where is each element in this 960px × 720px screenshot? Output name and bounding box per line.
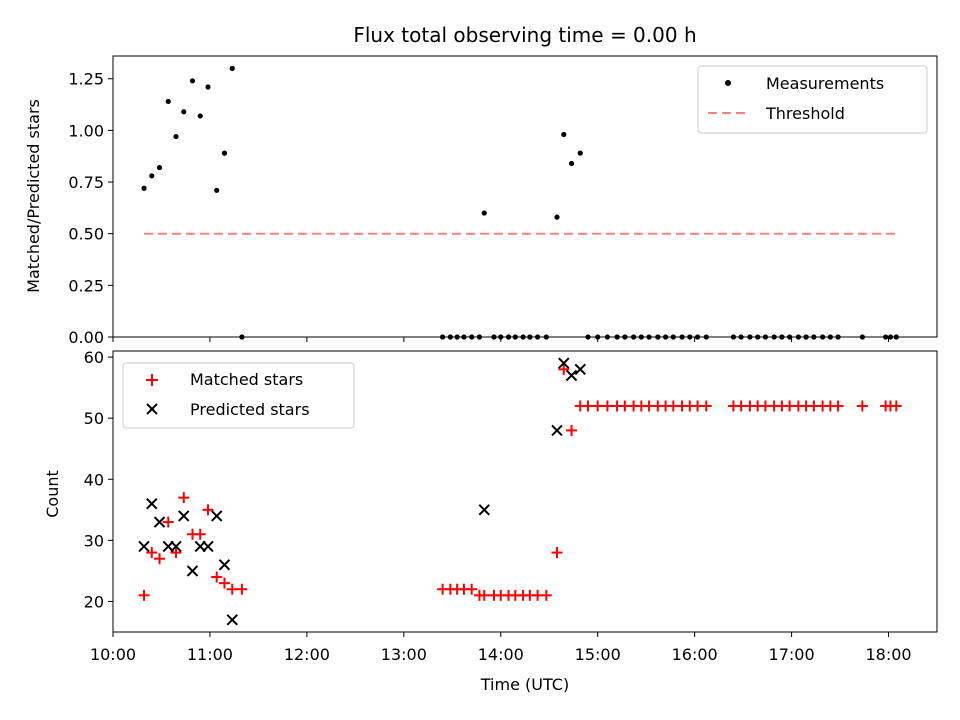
matched-star-point (236, 583, 248, 595)
matched-star-point (700, 400, 712, 412)
predicted-star-point (218, 559, 231, 571)
legend-threshold-label: Threshold (765, 104, 845, 123)
matched-star-point (540, 589, 552, 601)
legend-matched-marker (146, 374, 158, 386)
measurement-point (229, 65, 235, 71)
matched-star-point (601, 400, 613, 412)
y-tick-label: 50 (84, 409, 104, 428)
y-tick-label: 1.00 (68, 121, 104, 140)
matched-star-point (551, 547, 563, 559)
matched-star-point (890, 400, 902, 412)
matched-star-point (202, 504, 214, 516)
predicted-star-point (558, 357, 570, 369)
predicted-star-point (178, 510, 190, 522)
predicted-star-point (146, 498, 158, 510)
legend-measurements-marker (725, 80, 731, 86)
measurement-point (149, 173, 155, 179)
x-tick-label: 10:00 (90, 645, 136, 664)
predicted-star-point (574, 363, 586, 376)
predicted-star-point (186, 565, 199, 577)
top-legend: Measurements Threshold (697, 65, 928, 134)
y-tick-label: 20 (84, 592, 104, 611)
measurement-point (197, 113, 203, 119)
bottom-y-axis-label: Count (43, 470, 62, 518)
measurement-point (173, 133, 179, 140)
predicted-star-point (153, 516, 166, 528)
measurement-point (561, 131, 567, 138)
legend-matched-label: Matched stars (190, 370, 303, 389)
matched-star-point (466, 583, 478, 595)
y-tick-label: 1.25 (68, 70, 104, 89)
measurement-point (554, 214, 560, 220)
top-y-axis-label: Matched/Predicted stars (24, 99, 43, 293)
measurement-point (156, 164, 163, 171)
bottom-legend: Matched stars Predicted stars (122, 362, 355, 429)
predicted-star-point (478, 504, 490, 516)
y-tick-label: 40 (84, 470, 104, 489)
axes-frame (112, 350, 938, 633)
predicted-star-point (211, 510, 223, 522)
y-tick-label: 0.75 (68, 173, 104, 192)
predicted-star-point (138, 540, 150, 553)
y-tick-label: 60 (84, 348, 104, 367)
y-tick-label: 0.25 (68, 276, 104, 295)
measurement-point (181, 109, 187, 115)
x-tick-label: 11:00 (187, 645, 233, 664)
legend-frame (697, 65, 928, 134)
measurement-point (577, 150, 583, 156)
matched-star-point (592, 400, 604, 412)
y-tick-label: 0.50 (68, 225, 104, 244)
matched-star-point (211, 571, 223, 583)
x-axis-label: Time (UTC) (480, 675, 569, 694)
x-tick-label: 13:00 (381, 645, 427, 664)
matched-star-point (162, 516, 174, 528)
top-plot-area: 0.00 0.25 0.50 0.75 1.00 1.25 (68, 55, 938, 347)
x-tick-label: 14:00 (478, 645, 524, 664)
legend-measurements-label: Measurements (766, 74, 884, 93)
measurement-point (568, 160, 575, 167)
axes-frame (112, 55, 938, 338)
legend-predicted-marker (146, 403, 158, 415)
x-tick-label: 18:00 (865, 645, 911, 664)
matched-star-point (478, 589, 490, 601)
matched-star-point (226, 583, 238, 595)
matched-star-point (138, 589, 150, 601)
bottom-panel: 20 30 40 50 60 10:00 11:00 12:00 13:00 14:00 15:00… (43, 348, 938, 694)
legend-frame (122, 362, 355, 429)
predicted-star-point (226, 614, 238, 626)
matched-star-point (566, 424, 578, 436)
predicted-star-point (551, 424, 563, 437)
measurement-point (189, 78, 196, 84)
measurement-point (205, 84, 211, 90)
measurement-point (141, 185, 147, 191)
matched-star-point (582, 400, 594, 412)
bottom-plot-area: 20 30 40 50 60 10:00 11:00 12:00 13:00 14:00 15:00… (84, 348, 938, 664)
measurement-point (214, 187, 220, 193)
predicted-star-point (565, 369, 578, 382)
matched-star-point (154, 553, 166, 565)
matched-star-point (146, 547, 158, 559)
legend-predicted-label: Predicted stars (190, 400, 310, 419)
matched-star-point (170, 547, 182, 559)
matched-star-point (194, 528, 206, 540)
x-tick-label: 12:00 (284, 645, 330, 664)
x-tick-label: 15:00 (575, 645, 621, 664)
measurement-point (221, 150, 228, 156)
predicted-star-point (202, 540, 214, 553)
y-tick-label: 30 (84, 531, 104, 550)
matched-star-point (218, 577, 230, 589)
matched-star-point (558, 363, 570, 375)
matched-star-point (832, 400, 844, 412)
x-tick-label: 17:00 (769, 645, 815, 664)
measurement-point (165, 98, 171, 105)
y-tick-label: 0.00 (68, 328, 104, 347)
predicted-star-point (170, 540, 182, 553)
chart-title: Flux total observing time = 0.00 h (353, 23, 696, 47)
x-tick-label: 16:00 (672, 645, 718, 664)
top-panel: 0.00 0.25 0.50 0.75 1.00 1.25 Matched/Predict… (24, 55, 938, 347)
matched-star-point (178, 492, 190, 504)
matched-star-point (856, 400, 868, 412)
measurement-point (481, 210, 487, 216)
